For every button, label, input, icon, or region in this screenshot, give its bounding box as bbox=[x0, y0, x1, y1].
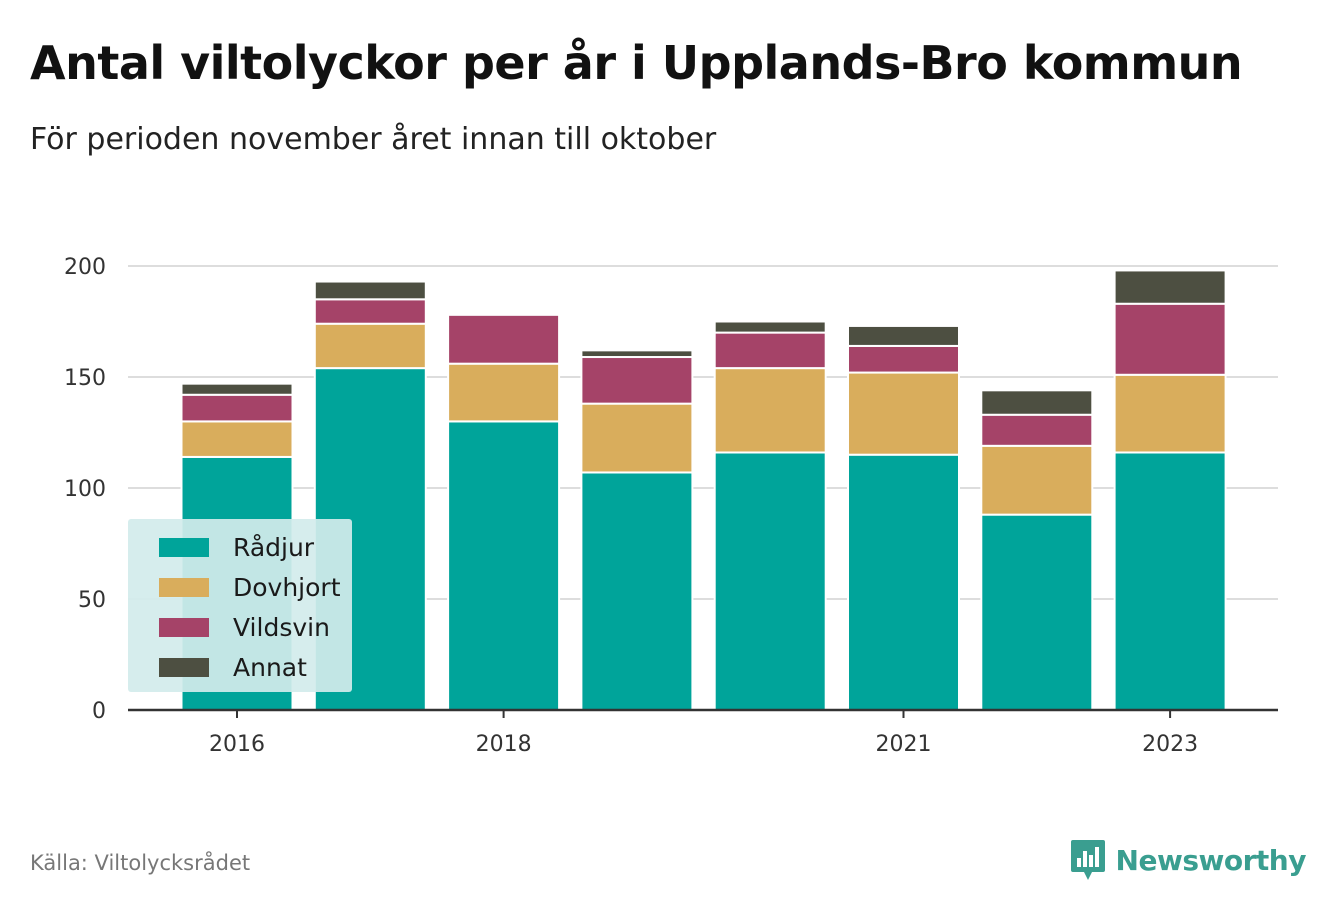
bar-segment-r-djur-2023 bbox=[1113, 451, 1227, 711]
brand-name: Newsworthy bbox=[1115, 843, 1307, 877]
bar-segment-vildsvin-2020 bbox=[713, 331, 827, 370]
bar-segment-dovhjort-2022 bbox=[980, 444, 1094, 516]
legend-label: Rådjur bbox=[233, 533, 315, 562]
legend-label: Annat bbox=[233, 653, 307, 682]
bar-segment-annat-2020 bbox=[713, 320, 827, 334]
x-tick-label: 2023 bbox=[1142, 732, 1198, 757]
bar-segment-annat-2016 bbox=[180, 382, 294, 396]
y-tick-label: 0 bbox=[92, 699, 106, 724]
brand-logo: Newsworthy bbox=[1070, 838, 1307, 882]
legend: Rådjur Dovhjort Vildsvin Annat bbox=[128, 519, 352, 692]
bar-segment-annat-2023 bbox=[1113, 269, 1227, 305]
legend-item-annat: Annat bbox=[159, 653, 307, 682]
bar-segment-vildsvin-2019 bbox=[580, 356, 694, 405]
bar-segment-annat-2022 bbox=[980, 389, 1094, 416]
bar-segment-dovhjort-2019 bbox=[580, 402, 694, 474]
bar-segment-r-djur-2021 bbox=[847, 453, 960, 712]
bar-segment-vildsvin-2021 bbox=[847, 344, 960, 374]
source-note: Källa: Viltolycksrådet bbox=[30, 851, 251, 875]
bar-segment-dovhjort-2020 bbox=[713, 367, 827, 454]
bar-segment-r-djur-2018 bbox=[447, 420, 561, 711]
chart-title: Antal viltolyckor per år i Upplands-Bro … bbox=[30, 36, 1243, 90]
newsworthy-bar-chart-icon bbox=[1070, 840, 1105, 880]
bar-segment-vildsvin-2022 bbox=[980, 413, 1094, 447]
bar-segment-r-djur-2022 bbox=[980, 513, 1094, 712]
x-tick-label: 2018 bbox=[476, 732, 532, 757]
legend-swatch bbox=[159, 618, 209, 637]
bar-segment-vildsvin-2023 bbox=[1113, 302, 1227, 376]
legend-swatch bbox=[159, 538, 209, 557]
bar-segment-annat-2017 bbox=[313, 280, 427, 301]
y-tick-label: 150 bbox=[64, 366, 106, 391]
bar-segment-r-djur-2019 bbox=[580, 471, 694, 711]
legend-item-dovhjort: Dovhjort bbox=[159, 573, 341, 602]
y-tick-label: 200 bbox=[64, 255, 106, 280]
y-tick-label: 50 bbox=[78, 588, 106, 613]
bar-segment-dovhjort-2018 bbox=[447, 362, 561, 423]
bar-segment-annat-2021 bbox=[847, 324, 960, 347]
chart-subtitle: För perioden november året innan till ok… bbox=[30, 122, 717, 157]
axes: 0 50 100 150 200 2016 2018 2021 2023 bbox=[64, 255, 1278, 757]
legend-item-vildsvin: Vildsvin bbox=[159, 613, 330, 642]
x-tick-label: 2016 bbox=[209, 732, 265, 757]
bar-segment-dovhjort-2023 bbox=[1113, 373, 1227, 454]
legend-swatch bbox=[159, 578, 209, 597]
bar-segment-dovhjort-2016 bbox=[180, 420, 294, 458]
legend-swatch bbox=[159, 658, 209, 677]
legend-item-radjur: Rådjur bbox=[159, 533, 314, 562]
x-tick-label: 2021 bbox=[876, 732, 932, 757]
bar-segment-vildsvin-2016 bbox=[180, 393, 294, 423]
bar-segment-vildsvin-2018 bbox=[447, 313, 561, 365]
bar-segment-dovhjort-2021 bbox=[847, 371, 960, 456]
legend-label: Vildsvin bbox=[233, 613, 330, 642]
legend-label: Dovhjort bbox=[233, 573, 341, 602]
bar-segment-annat-2019 bbox=[580, 349, 694, 359]
bar-segment-r-djur-2020 bbox=[713, 451, 827, 711]
y-tick-label: 100 bbox=[64, 477, 106, 502]
bar-segment-vildsvin-2017 bbox=[313, 298, 427, 325]
bar-segment-dovhjort-2017 bbox=[313, 322, 427, 370]
